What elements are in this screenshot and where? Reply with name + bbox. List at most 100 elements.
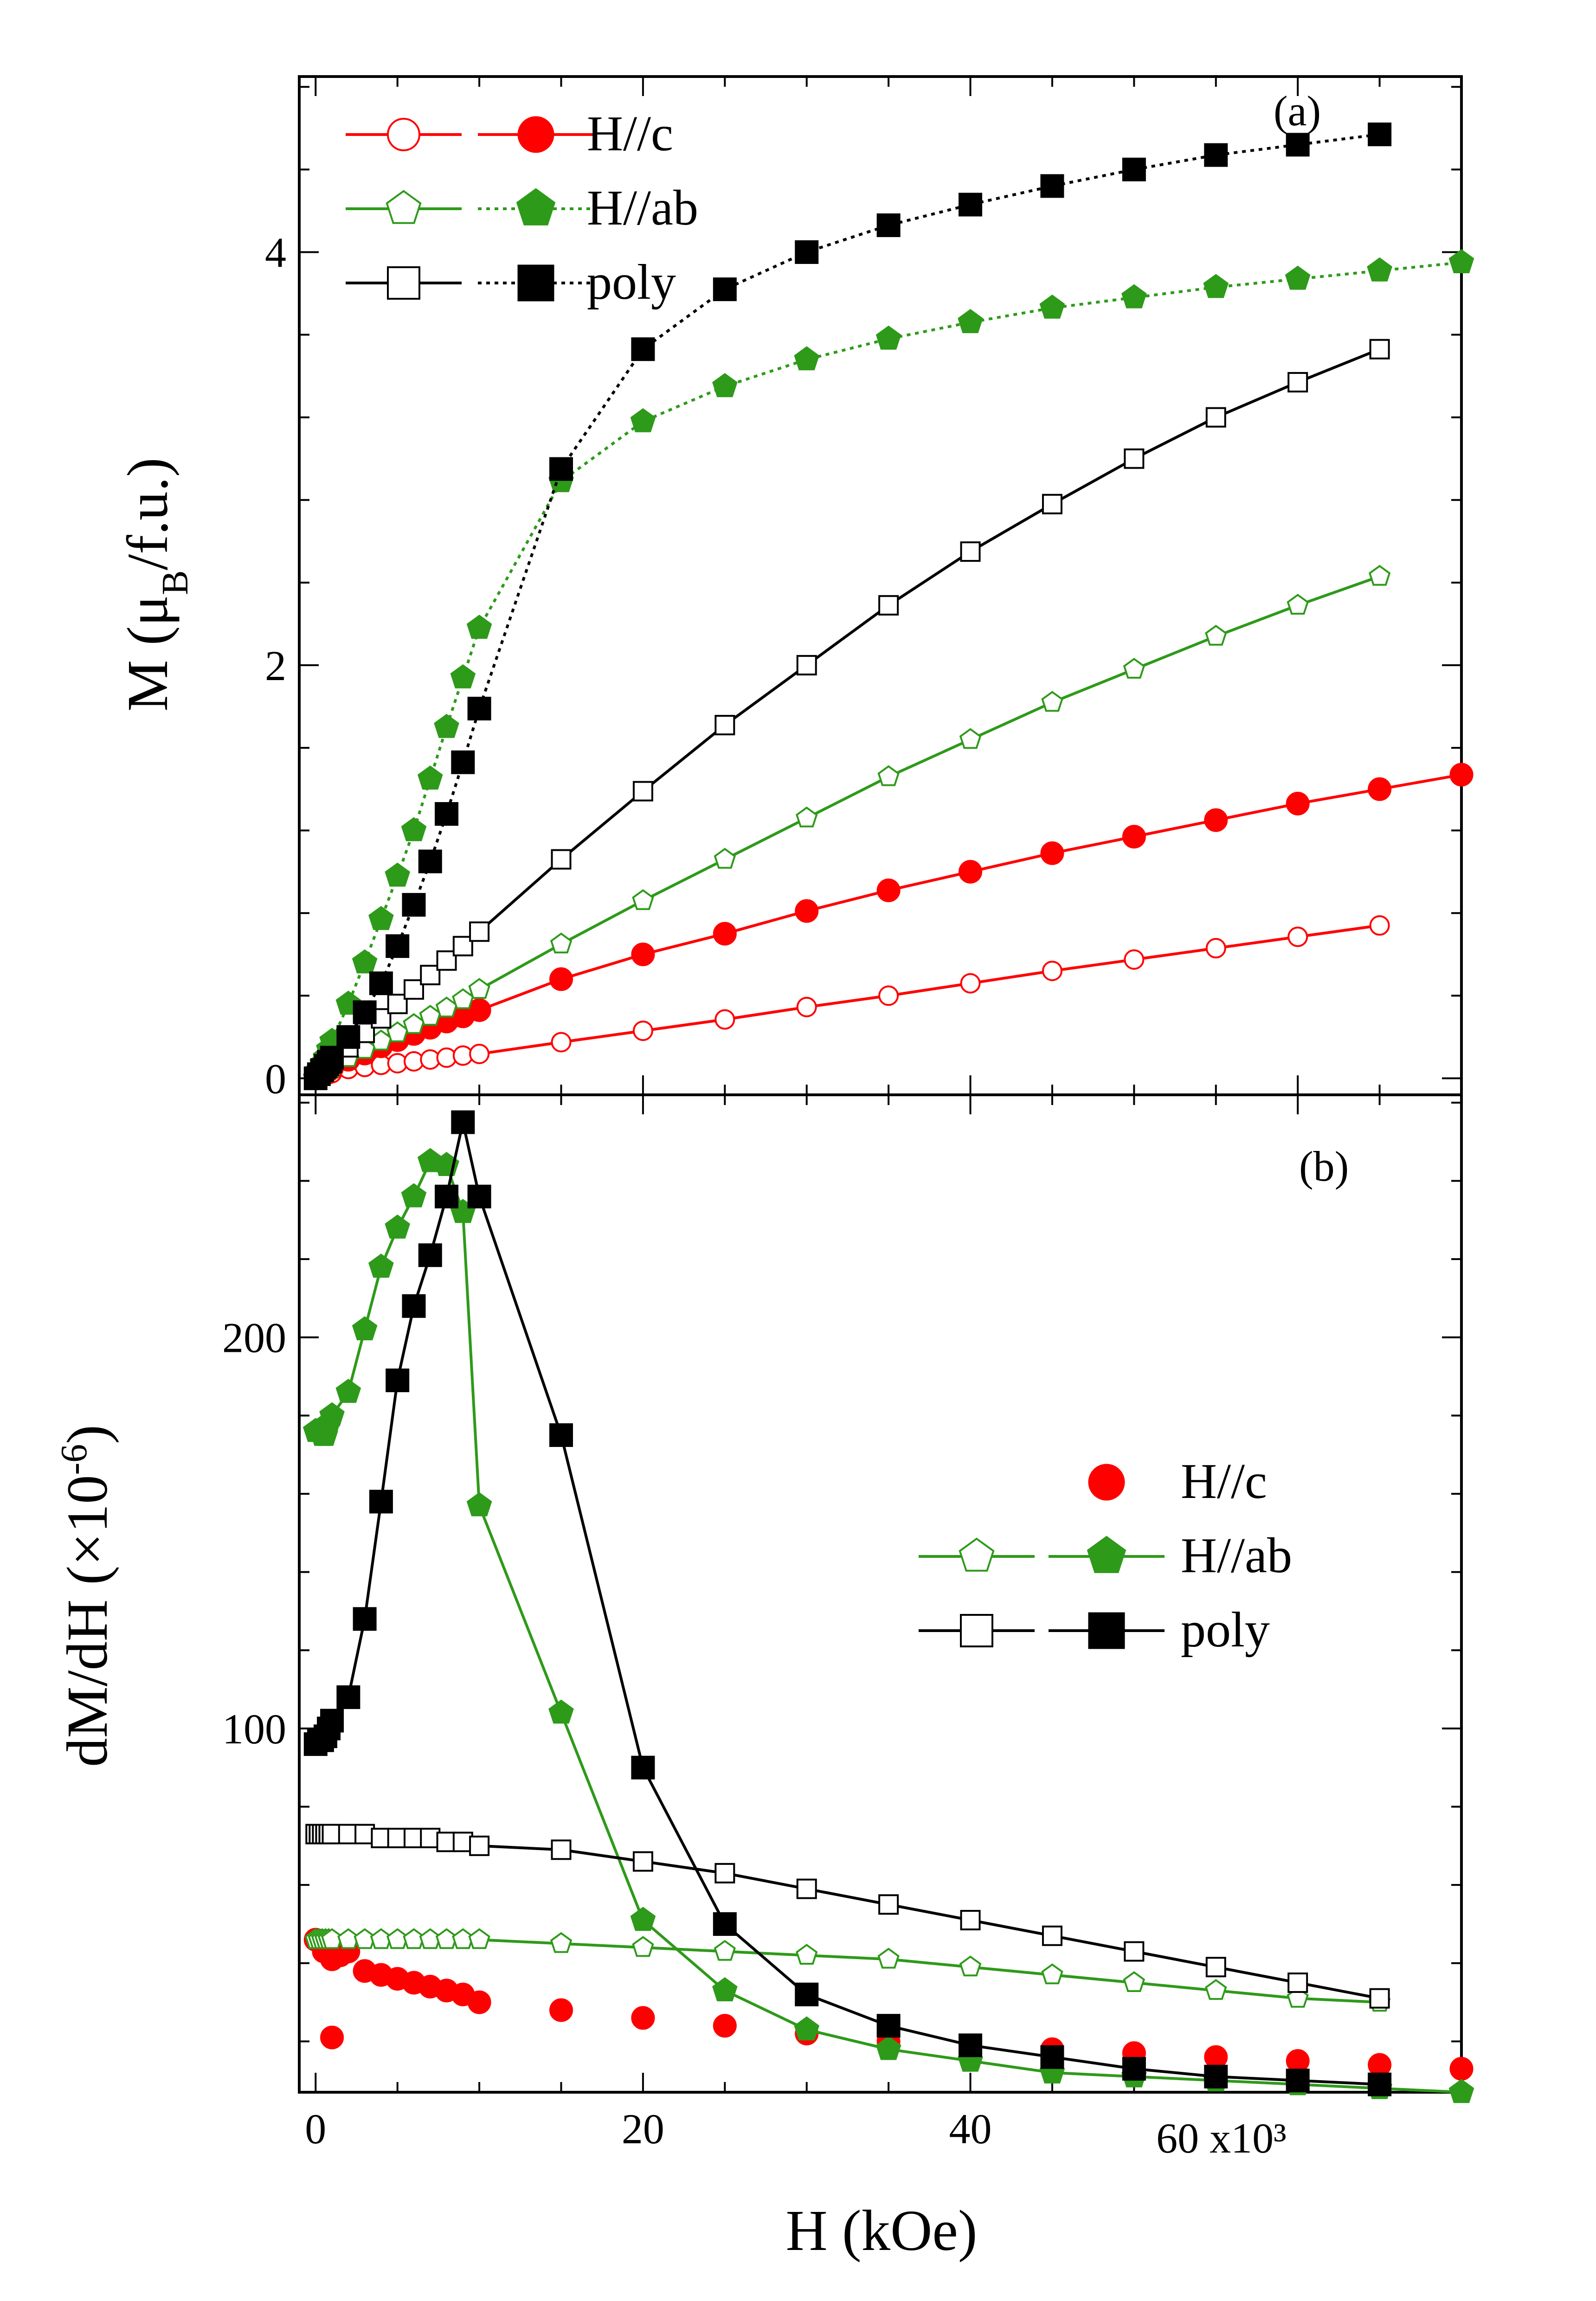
panel-a-series — [302, 122, 1474, 1090]
panel-a-point-poly-open — [1287, 372, 1308, 392]
panel-a-point-poly-filled — [369, 971, 393, 996]
panel-b-point-poly-filled — [1368, 2072, 1392, 2096]
legend-label: H//c — [1181, 1454, 1267, 1509]
panel-a-point-poly-open — [1369, 339, 1390, 360]
panel-b-point-poly-filled — [713, 1912, 737, 1936]
legend-open-marker — [959, 1537, 995, 1572]
panel-a-point-poly-filled — [876, 213, 901, 238]
panel-a-point-poly-open — [469, 921, 490, 942]
panel-a-point-poly-filled — [795, 240, 819, 264]
panel-a-point-h-ab-open — [1368, 565, 1391, 586]
panel-b-series-poly-filled — [303, 1110, 1392, 2096]
panel-a-point-h-c-open — [1369, 915, 1390, 936]
panel-a-point-poly-filled — [353, 1000, 377, 1024]
panel-a-y-tick-label: 0 — [265, 1055, 286, 1102]
panel-b-point-poly-open — [1205, 1957, 1226, 1978]
panel-a-y-axis-label: M (μB/f.u.) — [116, 457, 196, 711]
panel-a-point-h-c-filled — [1286, 791, 1310, 816]
legend-label: H//c — [587, 106, 673, 161]
panel-a-point-h-c-filled — [1368, 777, 1392, 801]
x-tick-label: 20 — [622, 2105, 664, 2153]
panel-b-series-poly-open — [305, 1824, 1390, 2009]
panel-a-point-h-ab-filled — [1448, 249, 1474, 273]
panel-a-series-poly-filled — [303, 122, 1392, 1090]
panel-b-point-poly-filled — [1122, 2057, 1146, 2081]
panel-b-point-poly-open — [469, 1835, 490, 1856]
panel-b-point-h-ab-filled — [466, 1492, 492, 1517]
panel-b-point-h-ab-open — [714, 1940, 736, 1961]
panel-a-line-poly-filled — [314, 133, 1380, 1080]
panel-a-point-poly-open — [1124, 448, 1145, 469]
panel-a-point-h-ab-filled — [368, 906, 394, 930]
panel-a-point-poly-filled — [418, 849, 442, 874]
panel-a-point-h-c-open — [551, 1032, 572, 1053]
panel-a-point-poly-filled — [631, 337, 655, 361]
panel-b-series-h-ab-open — [304, 1928, 1391, 2012]
panel-a-point-poly-open — [878, 595, 899, 616]
panel-a-point-h-ab-open — [1041, 691, 1063, 712]
legend-open-marker — [387, 266, 420, 300]
panel-a-point-poly-filled — [549, 457, 573, 481]
panel-b-point-h-ab-open — [1041, 1963, 1063, 1985]
panel-a-point-h-ab-filled — [352, 949, 378, 974]
panel-b-point-poly-open — [1369, 1988, 1390, 2009]
panel-a-point-poly-filled — [713, 277, 737, 302]
panel-a-point-h-ab-filled — [712, 373, 738, 398]
panel-b-point-poly-filled — [1286, 2069, 1310, 2093]
panel-a-point-poly-filled — [402, 893, 426, 917]
panel-b-point-h-ab-open — [877, 1947, 900, 1969]
panel-a-point-poly-filled — [1368, 122, 1392, 147]
panel-a-point-h-c-filled — [876, 878, 901, 902]
panel-b-legend-h-ab: H//ab — [919, 1528, 1292, 1583]
panel-a-point-poly-filled — [1204, 143, 1228, 167]
legend-open-marker — [386, 190, 422, 224]
panel-a-point-poly-open — [714, 715, 735, 736]
panel-a-point-poly-open — [551, 849, 572, 870]
panel-b-point-poly-filled — [1040, 2045, 1064, 2069]
panel-b-point-h-c-filled — [549, 1998, 573, 2022]
panel-b-legend-poly: poly — [919, 1602, 1270, 1658]
panel-b-point-h-ab-open — [1123, 1971, 1146, 1992]
panel-a-point-h-ab-filled — [875, 325, 901, 350]
panel-a-point-poly-filled — [959, 193, 983, 217]
x-tick-label: 60 x10³ — [1156, 2115, 1287, 2162]
panel-b-point-poly-filled — [353, 1607, 377, 1631]
panel-a-point-h-ab-filled — [466, 615, 492, 639]
panel-a-point-h-c-open — [1287, 926, 1308, 947]
panel-b-point-poly-open — [1042, 1925, 1062, 1946]
panel-a-point-h-c-open — [1205, 938, 1226, 958]
panel-a-point-h-c-filled — [795, 899, 819, 923]
panel-b-point-h-ab-open — [1205, 1979, 1227, 2000]
panel-b-point-h-ab-filled — [319, 1402, 345, 1427]
panel-b-point-poly-open — [1287, 1972, 1308, 1993]
panel-b-point-poly-open — [714, 1863, 735, 1883]
legend-open-marker — [387, 118, 420, 151]
panel-a-series-h-ab-open — [304, 565, 1391, 1088]
panel-b-point-h-ab-filled — [335, 1379, 361, 1403]
panel-a-point-h-ab-filled — [434, 713, 459, 738]
panel-a-point-h-ab-open — [959, 728, 982, 749]
panel-a-ticks: 0 2 4 — [265, 77, 1462, 1102]
panel-a-point-h-c-filled — [1040, 841, 1064, 865]
panel-a-point-poly-filled — [451, 750, 475, 774]
panel-b-point-h-ab-filled — [630, 1907, 656, 1931]
panel-b-point-h-c-filled — [467, 1990, 491, 2014]
panel-a-point-poly-filled — [320, 1046, 344, 1070]
panel-b-point-poly-open — [796, 1878, 817, 1899]
panel-b-point-poly-filled — [876, 2014, 901, 2038]
panel-b-point-poly-filled — [435, 1184, 459, 1208]
panel-b-point-poly-open — [632, 1851, 653, 1872]
panel-a-point-poly-filled — [1286, 133, 1310, 157]
legend-filled-marker — [516, 188, 556, 225]
legend-filled-marker — [1087, 1536, 1126, 1573]
panel-a-point-h-c-filled — [467, 998, 491, 1022]
panel-b-point-h-ab-open — [796, 1944, 818, 1965]
panel-b-frame — [298, 1093, 1463, 2094]
panel-a-point-h-ab-open — [632, 889, 654, 910]
panel-a-point-h-c-open — [469, 1043, 490, 1064]
panel-a-point-h-ab-open — [550, 932, 573, 954]
panel-b-point-poly-open — [1124, 1941, 1145, 1962]
panel-a-point-h-c-filled — [713, 922, 737, 946]
panel-b-point-poly-filled — [549, 1423, 573, 1447]
